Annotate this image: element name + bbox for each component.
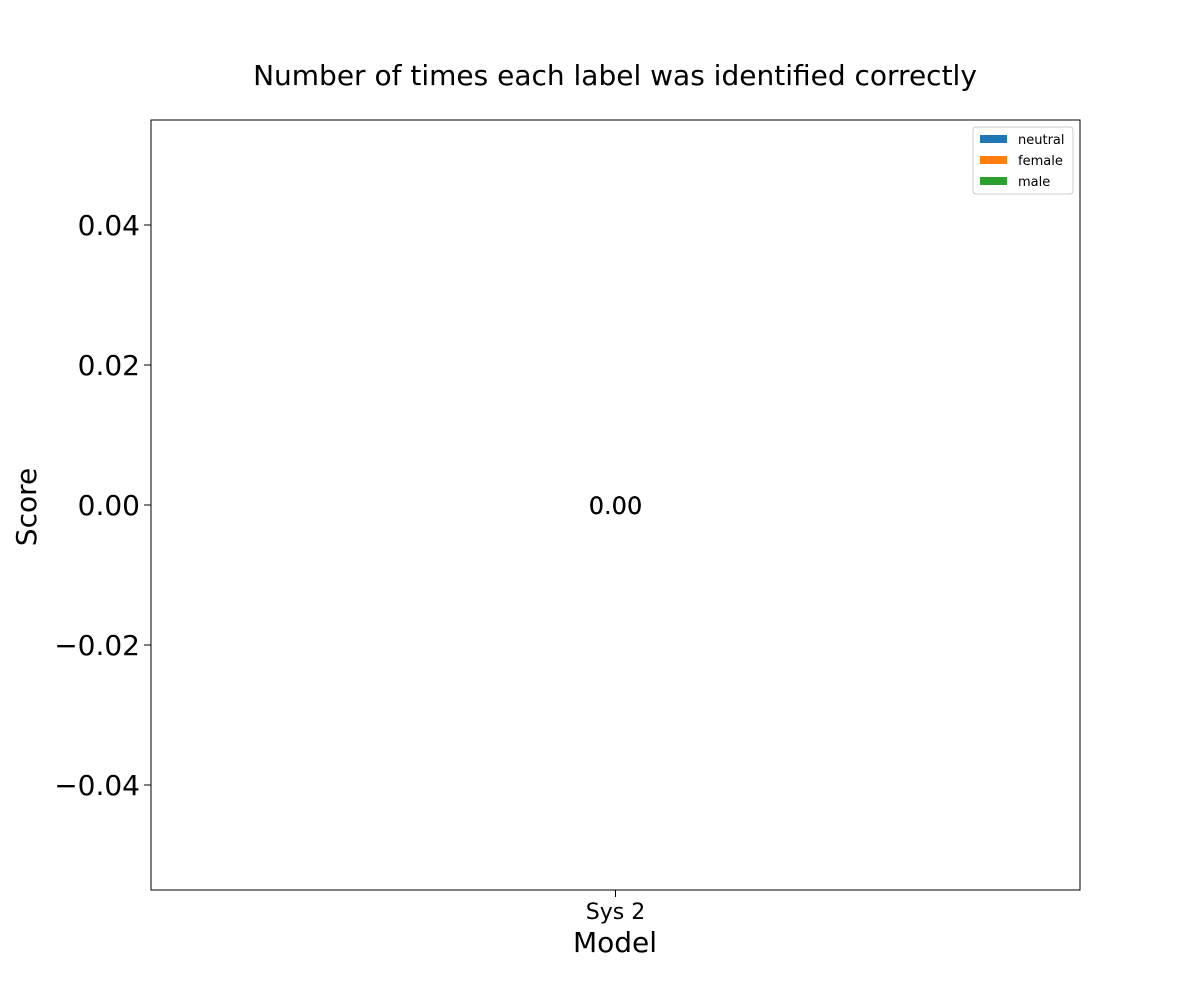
data-label-neutral: 0.00	[589, 492, 642, 520]
legend-swatch-neutral	[980, 135, 1007, 143]
legend-label-female: female	[1018, 154, 1063, 169]
legend-label-male: male	[1018, 175, 1050, 190]
data-label-male: 0.00	[589, 492, 642, 520]
data-labels: 0.000.000.00	[589, 492, 642, 520]
legend-label-neutral: neutral	[1018, 133, 1065, 148]
chart-title: Number of times each label was identifie…	[253, 59, 977, 92]
x-tick-label: Sys 2	[586, 900, 645, 925]
y-tick-label: 0.02	[78, 349, 140, 382]
y-axis-ticks: −0.04 −0.02 0.00 0.02 0.04	[54, 209, 151, 802]
legend-swatch-male	[980, 177, 1007, 185]
x-axis-ticks: Sys 2	[586, 890, 645, 925]
x-axis-label: Model	[573, 926, 657, 959]
y-tick-label: 0.00	[78, 489, 140, 522]
y-axis-label: Score	[10, 468, 43, 546]
legend: neutral female male	[972, 126, 1074, 195]
y-tick-label: 0.04	[78, 209, 140, 242]
legend-swatch-female	[980, 156, 1007, 164]
y-tick-label: −0.04	[54, 769, 140, 802]
y-tick-label: −0.02	[54, 629, 140, 662]
data-label-female: 0.00	[589, 492, 642, 520]
